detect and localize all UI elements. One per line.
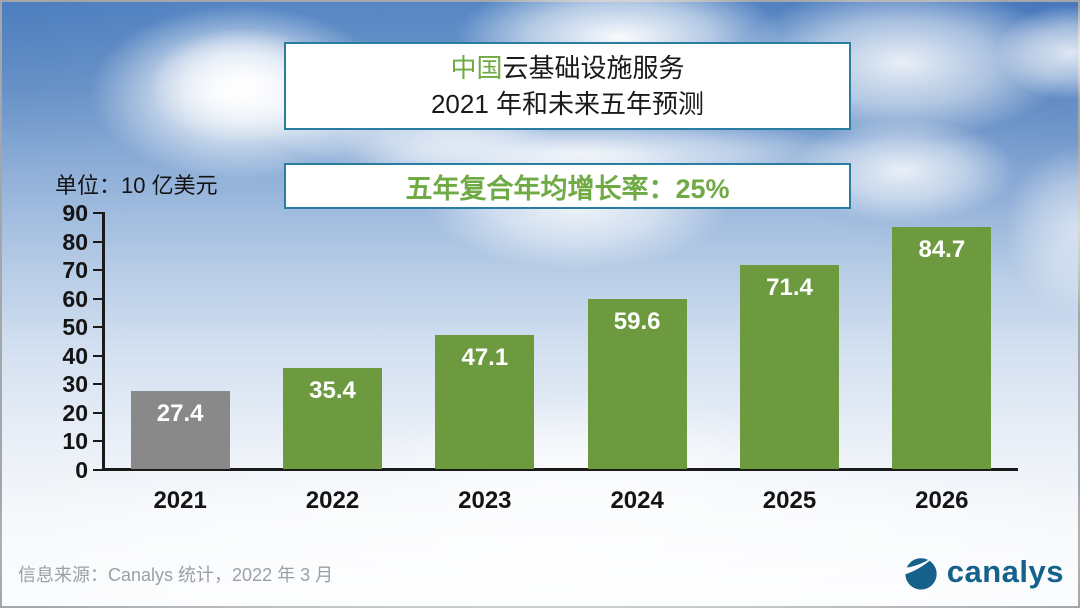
y-tick-label: 60 <box>62 285 88 312</box>
y-tick-mark <box>93 469 103 471</box>
canalys-logo: canalys <box>902 553 1064 591</box>
x-tick-label: 2022 <box>305 487 360 514</box>
y-tick-mark <box>93 212 103 214</box>
y-tick-label: 70 <box>62 257 88 284</box>
x-axis-line <box>102 468 1018 471</box>
bar-value-label: 27.4 <box>156 399 204 427</box>
x-tick-label: 2021 <box>153 487 207 514</box>
y-tick-mark <box>93 383 103 386</box>
y-tick-label: 10 <box>62 428 88 455</box>
bar-2026: 84.7 <box>892 227 992 469</box>
title-highlight: 中国 <box>450 53 503 83</box>
y-tick-label: 50 <box>62 314 88 341</box>
y-tick-label: 30 <box>62 371 88 398</box>
x-tick-label: 2026 <box>915 487 969 514</box>
canalys-logo-icon <box>904 553 937 590</box>
source-note: 信息来源：Canalys 统计，2022 年 3 月 <box>18 565 334 585</box>
y-tick-mark <box>93 411 103 414</box>
y-tick-mark <box>93 269 103 272</box>
bar-value-label: 59.6 <box>613 307 661 335</box>
bar-2025: 71.4 <box>740 265 839 469</box>
y-tick-mark <box>93 297 103 300</box>
x-tick-label: 2023 <box>458 487 512 514</box>
bar-value-label: 84.7 <box>918 236 966 264</box>
x-tick-label: 2025 <box>762 487 817 514</box>
chart-title-line1: 中国云基础设施服务 <box>450 50 684 86</box>
y-tick-label: 90 <box>62 200 88 226</box>
bar-2023: 47.1 <box>435 334 535 469</box>
bar-value-label: 47.1 <box>461 343 509 371</box>
chart-title-box: 中国云基础设施服务 2021 年和未来五年预测 <box>284 42 851 130</box>
cagr-text: 五年复合年均增长率：25% <box>405 173 730 204</box>
bar-2024: 59.6 <box>587 298 687 469</box>
bar-2021: 27.4 <box>130 390 230 469</box>
chart-title-line2: 2021 年和未来五年预测 <box>430 89 705 119</box>
y-tick-label: 40 <box>62 342 88 369</box>
unit-label: 单位：10 亿美元 <box>55 173 218 198</box>
y-tick-mark <box>93 326 103 329</box>
y-tick-label: 0 <box>75 457 88 483</box>
x-tick-label: 2024 <box>610 487 664 514</box>
canalys-logo-text: canalys <box>946 554 1064 589</box>
y-tick-label: 80 <box>62 228 88 255</box>
bar-2022: 35.4 <box>283 367 382 469</box>
y-tick-mark <box>93 440 103 443</box>
bar-value-label: 71.4 <box>766 274 813 302</box>
y-tick-mark <box>93 240 103 243</box>
y-tick-mark <box>93 354 103 357</box>
cagr-box: 五年复合年均增长率：25% <box>284 163 851 209</box>
y-axis-line <box>102 212 105 471</box>
bar-value-label: 35.4 <box>309 376 356 404</box>
title-rest: 云基础设施服务 <box>502 53 685 83</box>
y-tick-label: 20 <box>62 399 88 426</box>
